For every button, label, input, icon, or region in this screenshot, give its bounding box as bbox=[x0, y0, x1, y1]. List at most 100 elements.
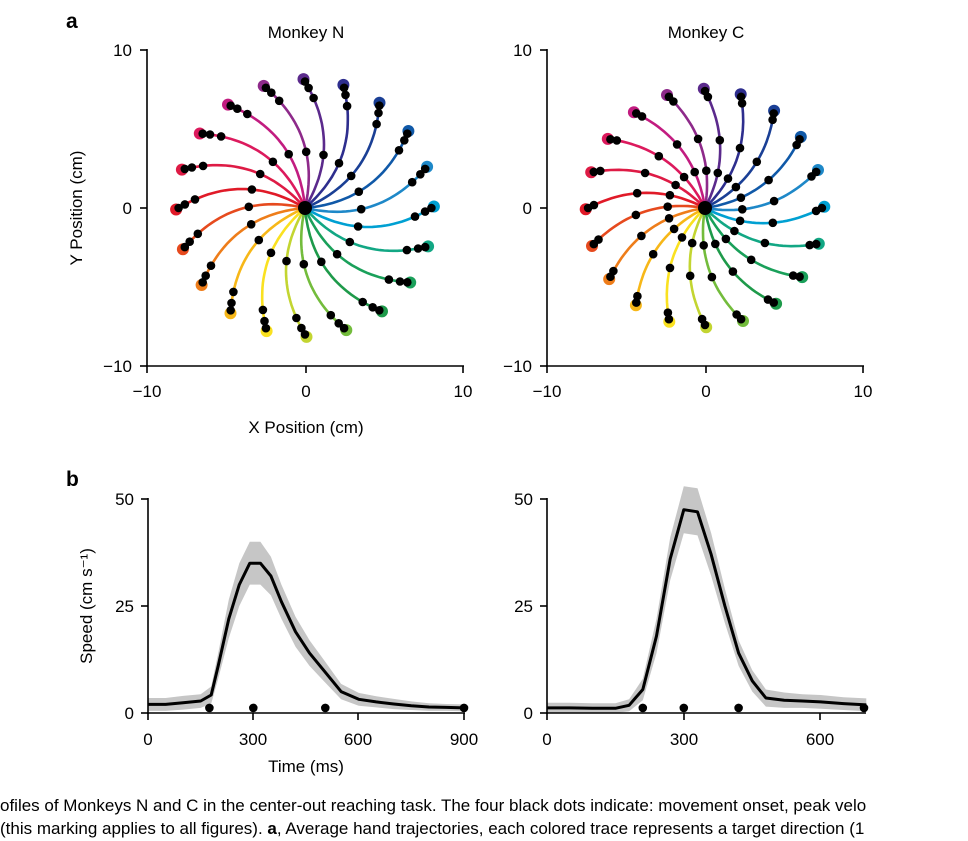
event-marker-dot bbox=[180, 200, 190, 209]
trajectory-line bbox=[667, 95, 709, 210]
trajectory-line bbox=[229, 206, 307, 312]
trajectory-line bbox=[303, 132, 409, 210]
event-marker-dot bbox=[693, 134, 703, 144]
x-tick-label: 900 bbox=[450, 730, 478, 749]
event-marker-dot bbox=[368, 303, 378, 312]
event-marker-dot bbox=[268, 157, 278, 167]
event-marker-dot bbox=[198, 161, 208, 171]
event-marker-dot bbox=[374, 108, 383, 118]
y-tick-label: 25 bbox=[115, 597, 134, 616]
event-marker-dot bbox=[633, 291, 642, 301]
event-marker-dot bbox=[746, 255, 756, 265]
event-marker-dot bbox=[589, 239, 599, 249]
event-marker-dot bbox=[284, 149, 294, 159]
event-marker-dot bbox=[403, 278, 412, 287]
trajectory-line bbox=[592, 168, 707, 210]
event-marker-dot bbox=[805, 240, 814, 250]
plot-title-monkey-c: Monkey C bbox=[668, 23, 745, 42]
event-marker-dot bbox=[395, 277, 405, 286]
event-marker-dot bbox=[198, 129, 207, 138]
event-marker-dot bbox=[384, 275, 394, 284]
event-marker-dot bbox=[768, 218, 778, 228]
confidence-band bbox=[547, 486, 867, 713]
trajectory-line bbox=[703, 138, 801, 210]
panel-label-a: a bbox=[66, 10, 78, 33]
event-marker-dot bbox=[400, 136, 409, 145]
event-marker-dot bbox=[736, 193, 746, 202]
event-marker-dot bbox=[255, 169, 265, 179]
caption-text: , Average hand trajectories, each colore… bbox=[276, 819, 865, 838]
x-tick-label: −10 bbox=[533, 382, 562, 401]
trajectory-line bbox=[183, 202, 307, 249]
caption-text: ofiles of Monkeys N and C in the center-… bbox=[0, 796, 867, 815]
event-marker-dot bbox=[665, 263, 675, 273]
x-tick-label: −10 bbox=[133, 382, 162, 401]
event-marker-dot bbox=[736, 314, 746, 324]
event-marker-dot bbox=[410, 212, 420, 221]
event-marker-dot bbox=[201, 271, 210, 281]
event-marker-dot bbox=[606, 272, 615, 282]
figure-caption-line-1: ofiles of Monkeys N and C in the center-… bbox=[0, 793, 968, 818]
event-marker-dot bbox=[407, 177, 417, 187]
y-axis: 10 0 −10 Y Position (cm) bbox=[67, 41, 148, 376]
trajectory-line bbox=[299, 206, 346, 330]
event-marker-dot bbox=[198, 278, 207, 287]
event-marker-dot bbox=[769, 109, 778, 118]
event-marker-dot bbox=[735, 216, 745, 226]
event-marker-dot bbox=[631, 210, 641, 220]
event-marker-dot bbox=[596, 166, 605, 176]
event-marker-dot bbox=[205, 130, 215, 139]
event-marker-dot bbox=[707, 272, 717, 282]
event-marker-dot bbox=[193, 229, 203, 239]
event-marker-dot bbox=[663, 308, 673, 318]
event-marker-dot bbox=[229, 287, 238, 297]
event-marker-dot bbox=[226, 101, 235, 110]
event-marker-dot bbox=[206, 261, 216, 271]
trajectory-marks bbox=[170, 73, 440, 343]
event-marker-dot bbox=[356, 204, 366, 214]
event-marker-dot bbox=[205, 703, 214, 713]
trajectory-plot-monkey-n: Monkey N 10 0 −10 Y Position (cm) −10 0 … bbox=[67, 23, 472, 437]
event-marker-dot bbox=[233, 104, 242, 113]
trajectory-line bbox=[609, 206, 707, 278]
event-marker-dot bbox=[375, 306, 384, 315]
trajectory-line bbox=[303, 104, 381, 210]
caption-panel-ref: a bbox=[267, 819, 277, 838]
trajectory-line bbox=[183, 163, 307, 210]
event-marker-dot bbox=[339, 83, 349, 93]
event-marker-dot bbox=[254, 235, 264, 245]
figure: a b Monkey N 10 0 −10 Y Position (cm) −1… bbox=[66, 10, 872, 776]
mean-speed-line bbox=[547, 508, 867, 710]
event-marker-dot bbox=[358, 297, 368, 307]
event-marker-dot bbox=[685, 271, 695, 281]
trajectory-line bbox=[303, 206, 381, 312]
event-marker-dot bbox=[731, 182, 741, 192]
plot-title-monkey-n: Monkey N bbox=[268, 23, 345, 42]
trajectory-line bbox=[592, 204, 707, 246]
event-marker-dot bbox=[690, 167, 699, 177]
event-marker-dot bbox=[341, 90, 350, 100]
trajectory-line bbox=[609, 138, 707, 210]
event-marker-dot bbox=[304, 83, 313, 93]
x-axis-label: X Position (cm) bbox=[248, 418, 363, 437]
y-axis-label: Speed (cm s⁻¹) bbox=[77, 548, 96, 664]
figure-caption-line-2: (this marking applies to all figures). a… bbox=[0, 816, 968, 841]
event-marker-dot bbox=[427, 203, 436, 213]
event-marker-dot bbox=[345, 237, 355, 247]
event-marker-dot bbox=[768, 115, 777, 125]
center-dot bbox=[698, 201, 712, 215]
event-marker-dot bbox=[353, 222, 363, 231]
trajectory-line bbox=[703, 206, 801, 278]
event-marker-dot bbox=[699, 241, 708, 250]
speed-plot-monkey-n: 50 25 0 Speed (cm s⁻¹) 0 300 600 900 Tim… bbox=[77, 490, 478, 776]
event-marker-dot bbox=[817, 203, 827, 213]
event-marker-dot bbox=[811, 239, 821, 249]
event-marker-dot bbox=[261, 323, 271, 333]
event-marker-dot bbox=[735, 143, 745, 153]
event-marker-dot bbox=[300, 77, 310, 86]
event-marker-dot bbox=[319, 150, 328, 160]
y-tick-label: 50 bbox=[115, 490, 134, 509]
event-marker-dot bbox=[730, 226, 739, 236]
event-marker-dot bbox=[459, 703, 469, 713]
event-marker-dot bbox=[632, 109, 641, 118]
